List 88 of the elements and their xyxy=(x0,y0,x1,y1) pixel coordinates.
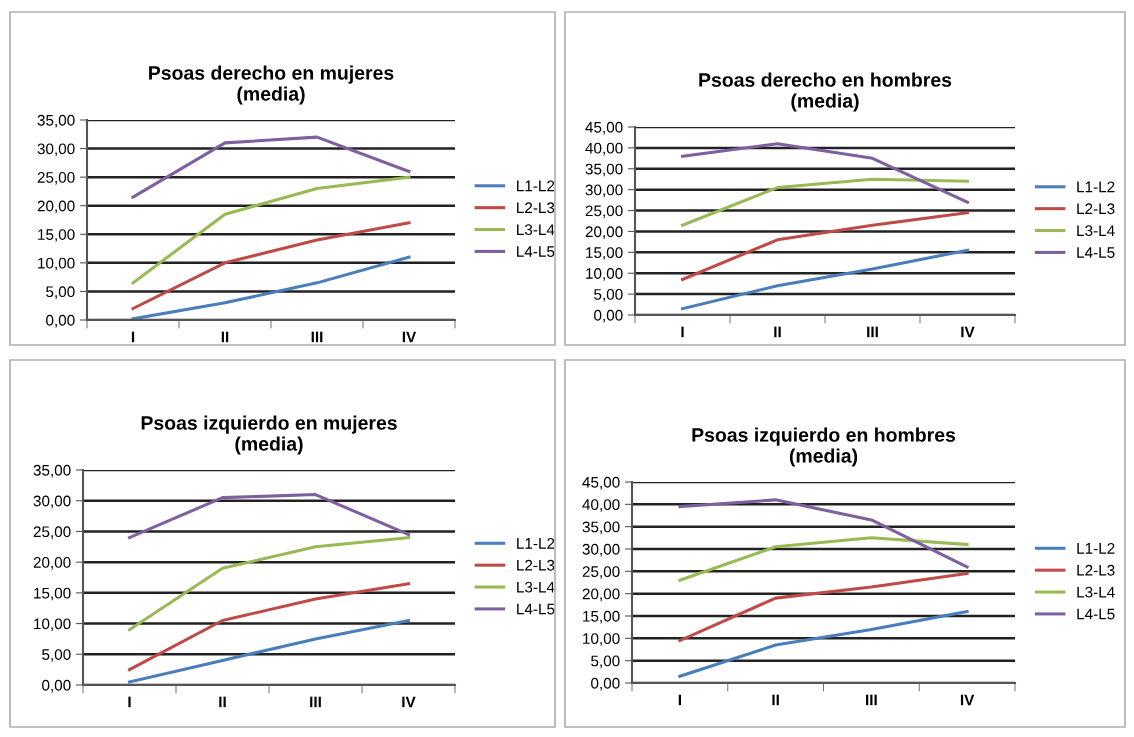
y-tick-label: 10,00 xyxy=(38,257,75,271)
x-tick-label: III xyxy=(866,694,877,706)
x-tick-label: II xyxy=(219,696,226,708)
y-tick-label: 15,00 xyxy=(34,587,71,601)
y-tick-label: 40,00 xyxy=(582,499,620,512)
y-tick-label: 0,00 xyxy=(594,309,623,323)
chart-title: Psoas derecho en hombres (media) xyxy=(699,72,952,112)
y-tick-label: 45,00 xyxy=(585,121,623,135)
y-tick-label: 25,00 xyxy=(37,172,75,185)
y-tick-label: 35,00 xyxy=(33,464,71,478)
y-tick-label: 20,00 xyxy=(33,557,71,570)
y-tick-label: 25,00 xyxy=(33,526,71,539)
legend-label: L3-L4 xyxy=(517,224,555,236)
line-series xyxy=(680,177,970,227)
legend-label: L2-L3 xyxy=(1077,564,1115,576)
line-series xyxy=(127,618,411,684)
x-tick-label: I xyxy=(131,331,135,343)
legend-label: L4-L5 xyxy=(1077,247,1115,258)
legend-label: L2-L3 xyxy=(1077,203,1115,215)
line-series xyxy=(127,536,411,632)
y-tick-label: 5,00 xyxy=(594,288,623,302)
legend-label: L2-L3 xyxy=(517,202,555,214)
x-tick-label: I xyxy=(681,326,684,338)
x-tick-label: II xyxy=(774,326,781,338)
legend-label: L1-L2 xyxy=(1077,181,1115,193)
x-tick-label: III xyxy=(311,331,323,343)
x-tick-label: IV xyxy=(402,696,416,708)
y-tick-label: 30,00 xyxy=(37,143,75,157)
y-tick-label: 40,00 xyxy=(585,142,623,156)
legend-label: L4-L5 xyxy=(517,603,555,615)
line-series xyxy=(131,255,411,320)
line-series xyxy=(680,142,970,204)
y-tick-label: 15,00 xyxy=(586,247,623,260)
line-series xyxy=(678,536,969,582)
y-tick-label: 15,00 xyxy=(38,229,75,242)
legend-label: L4-L5 xyxy=(517,246,555,257)
line-series xyxy=(131,135,411,199)
legend-label: L1-L2 xyxy=(517,537,555,549)
x-tick-label: III xyxy=(867,326,878,338)
y-tick-label: 30,00 xyxy=(582,543,620,557)
y-tick-label: 5,00 xyxy=(46,286,75,299)
line-series xyxy=(680,248,970,311)
chart-title: Psoas izquierdo en hombres (media) xyxy=(692,427,956,467)
legend-label: L2-L3 xyxy=(517,559,555,571)
y-tick-label: 20,00 xyxy=(37,200,75,214)
line-series xyxy=(131,221,411,311)
x-tick-label: II xyxy=(221,331,229,343)
y-tick-label: 45,00 xyxy=(582,476,620,490)
x-tick-label: IV xyxy=(961,326,975,338)
legend-label: L4-L5 xyxy=(1077,608,1115,620)
y-tick-label: 5,00 xyxy=(591,655,620,669)
x-tick-label: IV xyxy=(960,694,975,706)
chart-title: Psoas izquierdo en mujeres (media) xyxy=(141,415,397,455)
legend-label: L3-L4 xyxy=(1077,586,1115,598)
y-tick-label: 20,00 xyxy=(585,226,623,239)
x-tick-label: I xyxy=(128,696,131,708)
legend-label: L3-L4 xyxy=(517,581,555,593)
line-series xyxy=(131,175,411,285)
line-series xyxy=(678,498,969,569)
y-tick-label: 10,00 xyxy=(586,268,623,281)
y-tick-label: 25,00 xyxy=(582,566,620,579)
y-tick-label: 30,00 xyxy=(585,184,623,198)
x-tick-label: IV xyxy=(402,331,417,343)
x-tick-label: I xyxy=(678,694,681,706)
line-series xyxy=(680,211,970,282)
chart-title: Psoas derecho en mujeres (media) xyxy=(149,65,394,105)
y-tick-label: 10,00 xyxy=(583,633,620,646)
y-tick-label: 35,00 xyxy=(585,163,623,177)
y-tick-label: 0,00 xyxy=(46,314,75,328)
y-tick-label: 35,00 xyxy=(582,521,620,535)
legend-label: L3-L4 xyxy=(1077,225,1115,237)
legend-label: L1-L2 xyxy=(1077,542,1115,554)
line-series xyxy=(127,582,411,672)
y-tick-label: 20,00 xyxy=(582,588,620,602)
y-tick-label: 25,00 xyxy=(585,205,623,219)
y-tick-label: 0,00 xyxy=(591,677,620,691)
y-tick-label: 35,00 xyxy=(37,114,75,128)
y-tick-label: 5,00 xyxy=(42,649,71,662)
y-tick-label: 15,00 xyxy=(583,610,620,624)
line-series xyxy=(678,572,969,643)
line-series xyxy=(127,493,411,540)
line-series xyxy=(678,610,969,678)
y-tick-label: 0,00 xyxy=(42,679,71,693)
legend-label: L1-L2 xyxy=(517,180,555,192)
x-tick-label: III xyxy=(310,696,321,708)
y-tick-label: 30,00 xyxy=(33,495,71,509)
y-tick-label: 10,00 xyxy=(34,618,71,632)
x-tick-label: II xyxy=(772,694,779,706)
